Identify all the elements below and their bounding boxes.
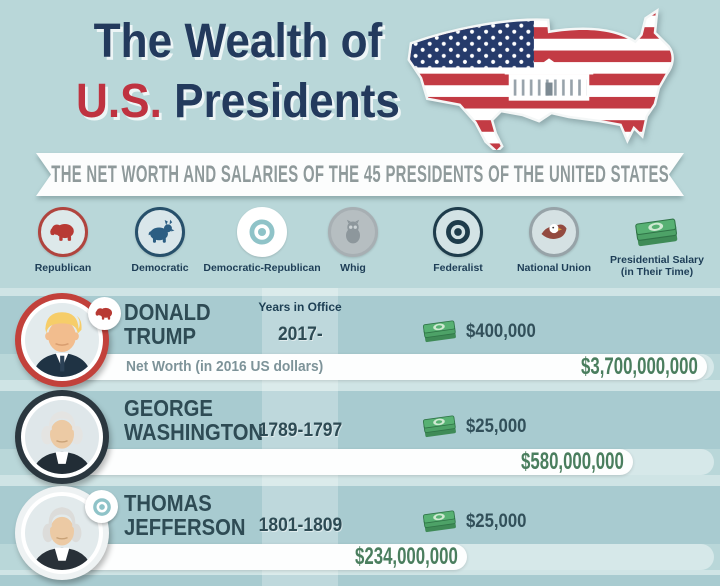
net-worth-bar-washington: $580,000,000: [36, 448, 633, 475]
whig-owl-icon: [328, 207, 378, 257]
president-name-trump: DONALD TRUMP: [124, 299, 211, 349]
legend-item-democratic: Democratic: [93, 207, 227, 274]
title-line1: The Wealth of: [93, 15, 383, 68]
subtitle-ribbon: THE NET WORTH AND SALARIES OF THE 45 PRE…: [36, 153, 684, 196]
legend-label: Federalist: [433, 262, 483, 274]
row-band: [0, 296, 720, 354]
years-value: 1789-1797: [258, 420, 342, 441]
democratic-republican-rings-icon: [90, 495, 114, 519]
subtitle-text: THE NET WORTH AND SALARIES OF THE 45 PRE…: [51, 160, 669, 188]
net-worth-value: $234,000,000: [355, 543, 458, 570]
legend-label: Presidential Salary (in Their Time): [610, 254, 704, 278]
democratic-republican-rings-icon: [237, 207, 287, 257]
legend-item-republican: Republican: [0, 207, 130, 274]
washington-portrait: [25, 400, 99, 474]
years-value: 2017-: [277, 324, 323, 345]
money-stack-icon: [420, 507, 460, 535]
net-worth-value: $3,700,000,000: [581, 353, 698, 380]
legend-item-federalist: Federalist: [391, 207, 525, 274]
row-gap: [0, 288, 720, 296]
legend-item-democratic-republican: Democratic-Republican: [195, 207, 329, 274]
row-band: [0, 486, 720, 544]
row-gap: [0, 475, 720, 486]
party-badge-democratic-republican: [85, 490, 118, 523]
republican-elephant-icon: [94, 303, 115, 324]
avatar-washington: [15, 390, 109, 484]
title-rest: Presidents: [161, 75, 400, 128]
president-name-jefferson: THOMAS JEFFERSON: [124, 490, 246, 540]
legend-label: Democratic: [131, 262, 189, 274]
democratic-donkey-icon: [135, 207, 185, 257]
money-stack-icon: [420, 412, 460, 440]
legend-label: Republican: [34, 262, 92, 274]
legend-item-presidential-salary: Presidential Salary (in Their Time): [590, 207, 720, 278]
legend-label: National Union: [516, 262, 592, 274]
avatar-jefferson: [15, 486, 109, 580]
net-worth-value: $580,000,000: [521, 448, 624, 475]
years-value: 1801-1809: [258, 515, 342, 536]
salary-value: $400,000: [466, 321, 536, 342]
usa-flag-map: [398, 4, 700, 155]
trump-portrait: [25, 303, 99, 377]
row-band: [0, 391, 720, 449]
title-line2: U.S. Presidents: [71, 72, 406, 132]
money-stack-icon: [420, 317, 460, 345]
salary-value: $25,000: [466, 416, 527, 437]
money-stack-icon: [631, 215, 683, 249]
legend-label: Democratic-Republican: [203, 262, 321, 274]
salary-value: $25,000: [466, 511, 527, 532]
row-band-partial: [0, 575, 720, 586]
page-title: The Wealth of U.S. Presidents: [56, 12, 420, 132]
legend-item-whig: Whig: [286, 207, 420, 274]
jefferson-portrait: [25, 496, 99, 570]
years-in-office-header: Years in Office: [258, 300, 342, 314]
legend-item-national-union: National Union: [487, 207, 621, 274]
row-gap: [0, 570, 720, 575]
net-worth-axis-label: Net Worth (in 2016 US dollars): [126, 359, 324, 375]
republican-elephant-icon: [38, 207, 88, 257]
white-house-icon: [504, 58, 594, 101]
national-union-eagle-icon: [529, 207, 579, 257]
net-worth-bar-jefferson: $234,000,000: [36, 543, 467, 570]
party-badge-republican: [88, 297, 121, 330]
president-name-washington: GEORGE WASHINGTON: [124, 395, 264, 445]
federalist-bullseye-icon: [433, 207, 483, 257]
net-worth-bar-trump: Net Worth (in 2016 US dollars) $3,700,00…: [36, 353, 707, 380]
years-column-stripe: [262, 288, 338, 586]
row-gap: [0, 380, 720, 391]
legend-label: Whig: [340, 262, 366, 274]
title-accent: U.S.: [76, 75, 162, 128]
